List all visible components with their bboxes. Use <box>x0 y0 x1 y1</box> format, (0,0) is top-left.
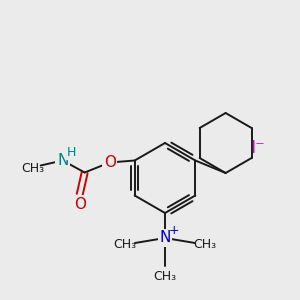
Text: CH₃: CH₃ <box>21 162 44 175</box>
Text: I⁻: I⁻ <box>250 139 266 157</box>
Text: CH₃: CH₃ <box>153 269 177 283</box>
Text: +: + <box>169 224 179 236</box>
Text: CH₃: CH₃ <box>194 238 217 251</box>
Text: CH₃: CH₃ <box>113 238 136 251</box>
Text: O: O <box>74 197 86 212</box>
Text: O: O <box>104 155 116 170</box>
Text: H: H <box>67 146 76 159</box>
Text: N: N <box>57 153 68 168</box>
Text: N: N <box>159 230 171 245</box>
